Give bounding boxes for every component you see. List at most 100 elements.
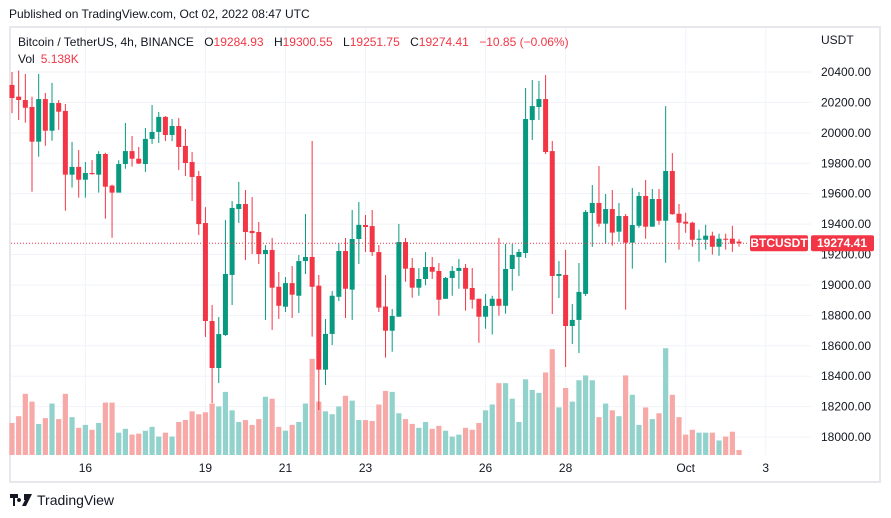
- candle-up[interactable]: [349, 239, 355, 290]
- candle-down[interactable]: [309, 256, 315, 287]
- candle-down[interactable]: [56, 103, 62, 112]
- candle-up[interactable]: [423, 266, 429, 280]
- candle-down[interactable]: [709, 235, 715, 247]
- candle-up[interactable]: [536, 99, 542, 107]
- candle-down[interactable]: [363, 225, 369, 227]
- candle-down[interactable]: [89, 172, 95, 175]
- candle-down[interactable]: [16, 96, 22, 100]
- candle-down[interactable]: [42, 99, 48, 131]
- candle-up[interactable]: [216, 334, 222, 368]
- candle-up[interactable]: [329, 295, 335, 334]
- candle-down[interactable]: [376, 252, 382, 308]
- candle-down[interactable]: [476, 298, 482, 317]
- volume-label[interactable]: Vol: [18, 52, 35, 66]
- candle-up[interactable]: [589, 202, 595, 213]
- candle-up[interactable]: [262, 249, 268, 255]
- candle-down[interactable]: [736, 241, 742, 244]
- candle-down[interactable]: [189, 162, 195, 177]
- candle-down[interactable]: [209, 320, 215, 368]
- candle-down[interactable]: [723, 238, 729, 240]
- candle-down[interactable]: [269, 249, 275, 288]
- candle-up[interactable]: [449, 270, 455, 278]
- candle-down[interactable]: [429, 266, 435, 272]
- candle-up[interactable]: [336, 251, 342, 297]
- candle-up[interactable]: [603, 209, 609, 224]
- candle-up[interactable]: [302, 256, 308, 262]
- candle-down[interactable]: [643, 195, 649, 227]
- candle-up[interactable]: [36, 99, 42, 142]
- candle-down[interactable]: [176, 125, 182, 147]
- candle-down[interactable]: [596, 202, 602, 224]
- candle-up[interactable]: [649, 199, 655, 227]
- candle-down[interactable]: [676, 213, 682, 223]
- candle-down[interactable]: [22, 99, 28, 108]
- candle-down[interactable]: [76, 166, 82, 180]
- candle-down[interactable]: [409, 267, 415, 288]
- candle-up[interactable]: [663, 171, 669, 221]
- candle-up[interactable]: [396, 242, 402, 317]
- candle-up[interactable]: [636, 195, 642, 226]
- candle-up[interactable]: [322, 333, 328, 370]
- candle-up[interactable]: [282, 283, 288, 307]
- candle-up[interactable]: [503, 268, 509, 306]
- candle-up[interactable]: [236, 204, 242, 210]
- candle-up[interactable]: [509, 254, 515, 269]
- candle-down[interactable]: [316, 285, 322, 370]
- candle-down[interactable]: [689, 222, 695, 240]
- candle-up[interactable]: [69, 166, 75, 175]
- candle-down[interactable]: [543, 99, 549, 153]
- candle-down[interactable]: [256, 232, 262, 255]
- symbol-description[interactable]: Bitcoin / TetherUS, 4h, BINANCE: [18, 35, 194, 49]
- candle-down[interactable]: [196, 176, 202, 225]
- candle-down[interactable]: [563, 274, 569, 327]
- candle-down[interactable]: [609, 209, 615, 233]
- candle-up[interactable]: [296, 261, 302, 296]
- candle-down[interactable]: [383, 306, 389, 331]
- candle-up[interactable]: [49, 103, 55, 131]
- candle-down[interactable]: [549, 151, 555, 276]
- candle-down[interactable]: [249, 230, 255, 234]
- candle-down[interactable]: [683, 221, 689, 224]
- candle-up[interactable]: [222, 273, 228, 335]
- candle-down[interactable]: [436, 270, 442, 300]
- candle-down[interactable]: [62, 110, 68, 175]
- candle-down[interactable]: [463, 267, 469, 289]
- candle-up[interactable]: [616, 216, 622, 232]
- candle-up[interactable]: [569, 319, 575, 327]
- candle-up[interactable]: [456, 267, 462, 271]
- candle-up[interactable]: [629, 225, 635, 243]
- candle-up[interactable]: [149, 131, 155, 139]
- candle-down[interactable]: [162, 116, 168, 135]
- candle-down[interactable]: [469, 287, 475, 300]
- candle-down[interactable]: [242, 204, 248, 233]
- candle-up[interactable]: [142, 138, 148, 165]
- candle-up[interactable]: [443, 277, 449, 299]
- candle-down[interactable]: [129, 151, 135, 159]
- candle-up[interactable]: [523, 118, 529, 253]
- candle-down[interactable]: [403, 242, 409, 269]
- candle-down[interactable]: [656, 199, 662, 221]
- candle-down[interactable]: [369, 226, 375, 253]
- footer-brand[interactable]: TradingView: [10, 492, 114, 508]
- candle-up[interactable]: [483, 305, 489, 317]
- candle-up[interactable]: [116, 164, 122, 193]
- candle-up[interactable]: [703, 235, 709, 240]
- candle-down[interactable]: [29, 106, 35, 142]
- candle-down[interactable]: [496, 298, 502, 306]
- candle-up[interactable]: [416, 279, 422, 288]
- candle-down[interactable]: [136, 158, 142, 164]
- candle-down[interactable]: [669, 171, 675, 215]
- candle-up[interactable]: [556, 273, 562, 276]
- candle-down[interactable]: [623, 216, 629, 243]
- candle-down[interactable]: [276, 286, 282, 306]
- candle-down[interactable]: [109, 185, 115, 193]
- candle-down[interactable]: [202, 223, 208, 321]
- candle-down[interactable]: [289, 283, 295, 295]
- candle-down[interactable]: [9, 84, 15, 99]
- candle-up[interactable]: [389, 315, 395, 331]
- candle-up[interactable]: [82, 172, 88, 180]
- candle-up[interactable]: [529, 106, 535, 121]
- candle-up[interactable]: [96, 153, 102, 175]
- candle-up[interactable]: [489, 298, 495, 306]
- candle-up[interactable]: [122, 151, 128, 165]
